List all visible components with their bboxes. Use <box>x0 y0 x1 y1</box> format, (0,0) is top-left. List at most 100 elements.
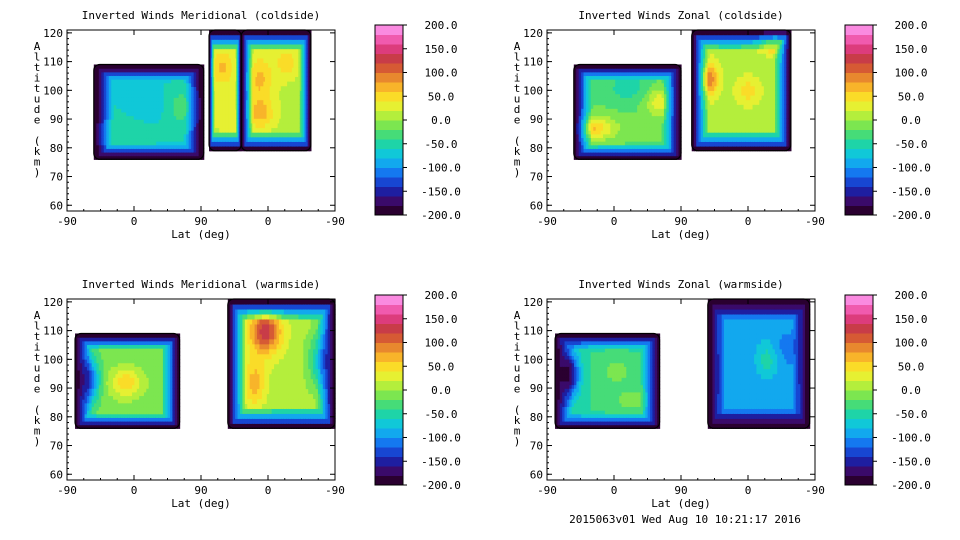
heatmap-cell <box>245 71 249 78</box>
heatmap-cell <box>93 93 97 98</box>
heatmap-cell <box>293 76 296 82</box>
heatmap-cell <box>257 146 260 152</box>
heatmap-cell <box>236 53 238 59</box>
heatmap-cell <box>103 86 107 91</box>
heatmap-cell <box>98 155 102 160</box>
heatmap-cell <box>661 111 665 117</box>
heatmap-cell <box>285 104 288 110</box>
heatmap-cell <box>302 90 306 96</box>
heatmap-cell <box>280 132 283 138</box>
heatmap-cell <box>261 81 264 87</box>
heatmap-cell <box>220 85 222 91</box>
heatmap-cell <box>163 111 167 117</box>
heatmap-cell <box>263 141 266 147</box>
heatmap-cell <box>299 104 302 110</box>
heatmap-cell <box>161 148 165 153</box>
heatmap-cell <box>264 146 268 152</box>
heatmap-cell <box>223 136 225 142</box>
heatmap-cell <box>296 48 299 54</box>
heatmap-cell <box>260 113 263 119</box>
heatmap-cell <box>576 82 580 87</box>
heatmap-cell <box>639 141 643 146</box>
heatmap-cell <box>678 144 682 149</box>
heatmap-cell <box>285 132 288 138</box>
heatmap-cell <box>249 30 252 36</box>
heatmap-cell <box>299 90 302 96</box>
heatmap-cell <box>296 34 299 40</box>
heatmap-cell <box>612 79 616 84</box>
heatmap-cell <box>250 30 253 36</box>
heatmap-cell <box>123 126 127 131</box>
heatmap-cell <box>709 30 713 36</box>
heatmap-cell <box>158 148 162 153</box>
heatmap-cell <box>215 62 217 68</box>
heatmap-cell <box>269 62 272 68</box>
heatmap-cell <box>707 108 711 115</box>
heatmap-cell <box>121 93 125 98</box>
heatmap-cell <box>588 115 592 120</box>
heatmap-cell <box>283 136 287 142</box>
heatmap-cell <box>639 119 643 124</box>
heatmap-cell <box>239 136 242 142</box>
heatmap-cell <box>698 43 702 50</box>
heatmap-cell <box>649 75 653 80</box>
heatmap-cell <box>113 133 117 139</box>
heatmap-cell <box>700 76 704 82</box>
heatmap-cell <box>148 148 152 153</box>
heatmap-cell <box>285 39 288 45</box>
heatmap-cell <box>146 148 150 153</box>
heatmap-cell <box>168 64 172 69</box>
heatmap-cell <box>283 118 287 124</box>
heatmap-cell <box>590 90 594 95</box>
heatmap-cell <box>659 148 663 153</box>
heatmap-cell <box>231 34 234 40</box>
heatmap-cell <box>218 39 220 45</box>
heatmap-cell <box>250 53 253 59</box>
heatmap-cell <box>696 132 700 138</box>
heatmap-cell <box>181 104 185 109</box>
heatmap-cell <box>220 81 222 87</box>
heatmap-cell <box>252 99 255 105</box>
heatmap-cell <box>607 111 611 117</box>
heatmap-cell <box>225 122 227 129</box>
heatmap-cell <box>583 126 587 131</box>
heatmap-cell <box>678 90 682 95</box>
heatmap-cell <box>588 141 592 146</box>
heatmap-cell <box>183 126 187 131</box>
heatmap-cell <box>702 94 706 101</box>
heatmap-cell <box>304 62 307 68</box>
heatmap-cell <box>143 97 147 102</box>
heatmap-cell <box>166 104 170 109</box>
heatmap-cell <box>131 79 135 84</box>
heatmap-cell <box>138 144 142 149</box>
heatmap-cell <box>220 62 222 68</box>
heatmap-cell <box>166 126 170 131</box>
heatmap-cell <box>585 90 590 95</box>
heatmap-cell <box>600 122 604 128</box>
heatmap-cell <box>126 130 130 135</box>
heatmap-cell <box>615 137 619 142</box>
heatmap-cell <box>634 119 638 124</box>
heatmap-cell <box>221 108 223 115</box>
heatmap-cell <box>698 108 702 115</box>
heatmap-cell <box>211 30 214 36</box>
heatmap-cell <box>283 39 287 45</box>
heatmap-cell <box>252 57 255 64</box>
heatmap-cell <box>113 75 117 80</box>
heatmap-cell <box>709 99 713 105</box>
heatmap-cell <box>607 82 611 87</box>
heatmap-cell <box>241 141 244 147</box>
heatmap-cell <box>698 113 702 119</box>
heatmap-cell <box>306 118 309 124</box>
heatmap-cell <box>642 126 646 131</box>
heatmap-cell <box>593 119 597 124</box>
heatmap-cell <box>617 71 621 77</box>
heatmap-cell <box>268 81 271 87</box>
heatmap-cell <box>225 113 228 119</box>
heatmap-cell <box>233 53 235 59</box>
heatmap-cell <box>263 48 266 54</box>
heatmap-cell <box>166 75 170 80</box>
heatmap-cell <box>620 137 624 142</box>
heatmap-cell <box>236 141 239 147</box>
